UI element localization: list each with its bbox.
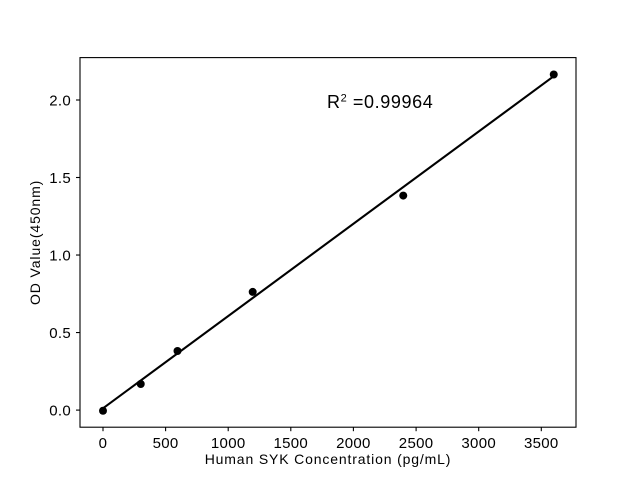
- svg-text:3500: 3500: [524, 435, 559, 452]
- svg-text:500: 500: [153, 435, 179, 452]
- svg-text:2500: 2500: [399, 435, 434, 452]
- svg-text:R2 =0.99964: R2 =0.99964: [327, 92, 433, 112]
- svg-text:2.0: 2.0: [49, 93, 71, 110]
- svg-text:1000: 1000: [211, 435, 246, 452]
- svg-text:1.5: 1.5: [49, 170, 71, 187]
- svg-text:1500: 1500: [274, 435, 309, 452]
- svg-text:0: 0: [99, 435, 108, 452]
- svg-text:Human SYK Concentration (pg/mL: Human SYK Concentration (pg/mL): [205, 451, 452, 467]
- svg-text:0.0: 0.0: [49, 403, 71, 420]
- svg-text:2000: 2000: [336, 435, 371, 452]
- svg-text:OD Value(450nm): OD Value(450nm): [27, 180, 43, 305]
- svg-text:3000: 3000: [461, 435, 496, 452]
- svg-text:1.0: 1.0: [49, 248, 71, 265]
- svg-text:0.5: 0.5: [49, 325, 71, 342]
